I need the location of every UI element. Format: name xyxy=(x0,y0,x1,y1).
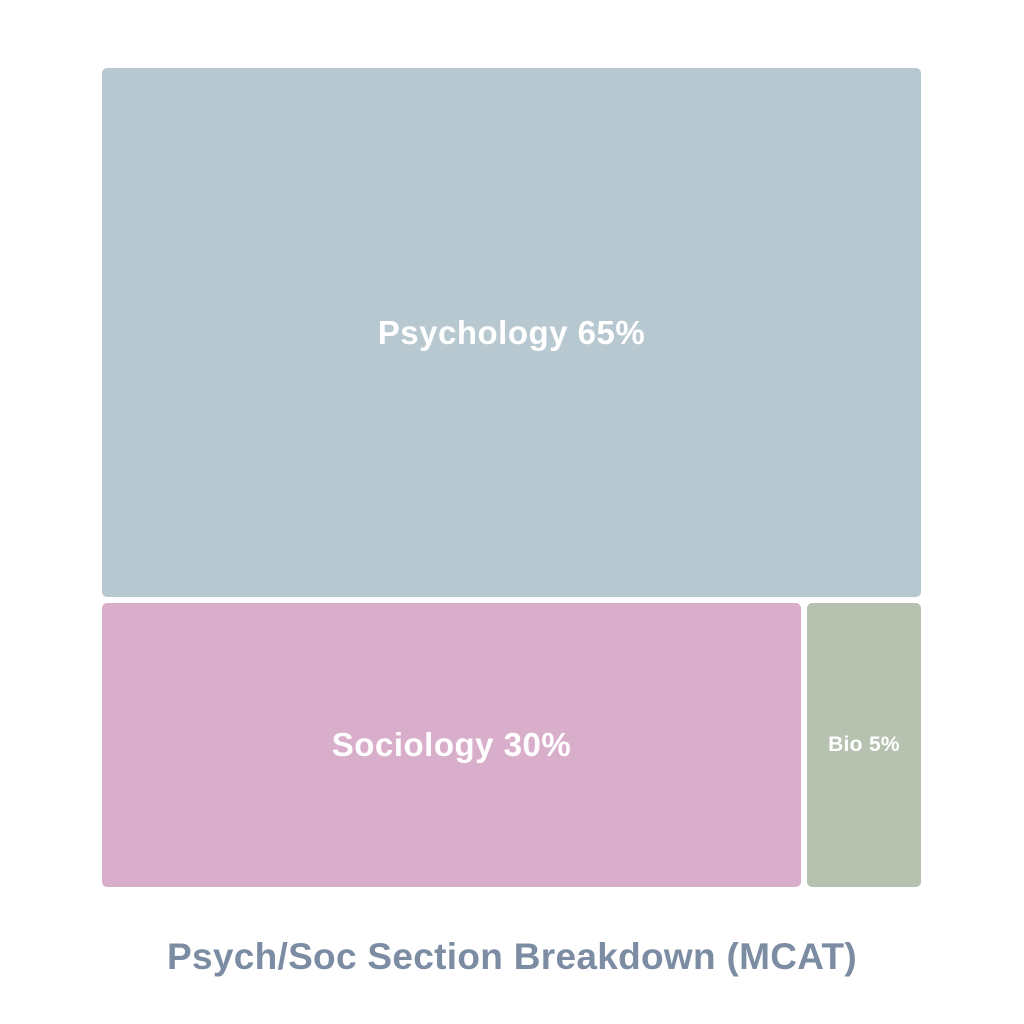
treemap-tile-psychology: Psychology 65% xyxy=(102,68,921,597)
tile-label-bio: Bio 5% xyxy=(828,733,900,756)
treemap-tile-sociology: Sociology 30% xyxy=(102,603,801,887)
tile-label-psychology: Psychology 65% xyxy=(377,313,646,351)
tile-label-sociology: Sociology 30% xyxy=(331,726,572,763)
treemap-tile-bio: Bio 5% xyxy=(807,603,921,887)
chart-title: Psych/Soc Section Breakdown (MCAT) xyxy=(166,936,858,977)
